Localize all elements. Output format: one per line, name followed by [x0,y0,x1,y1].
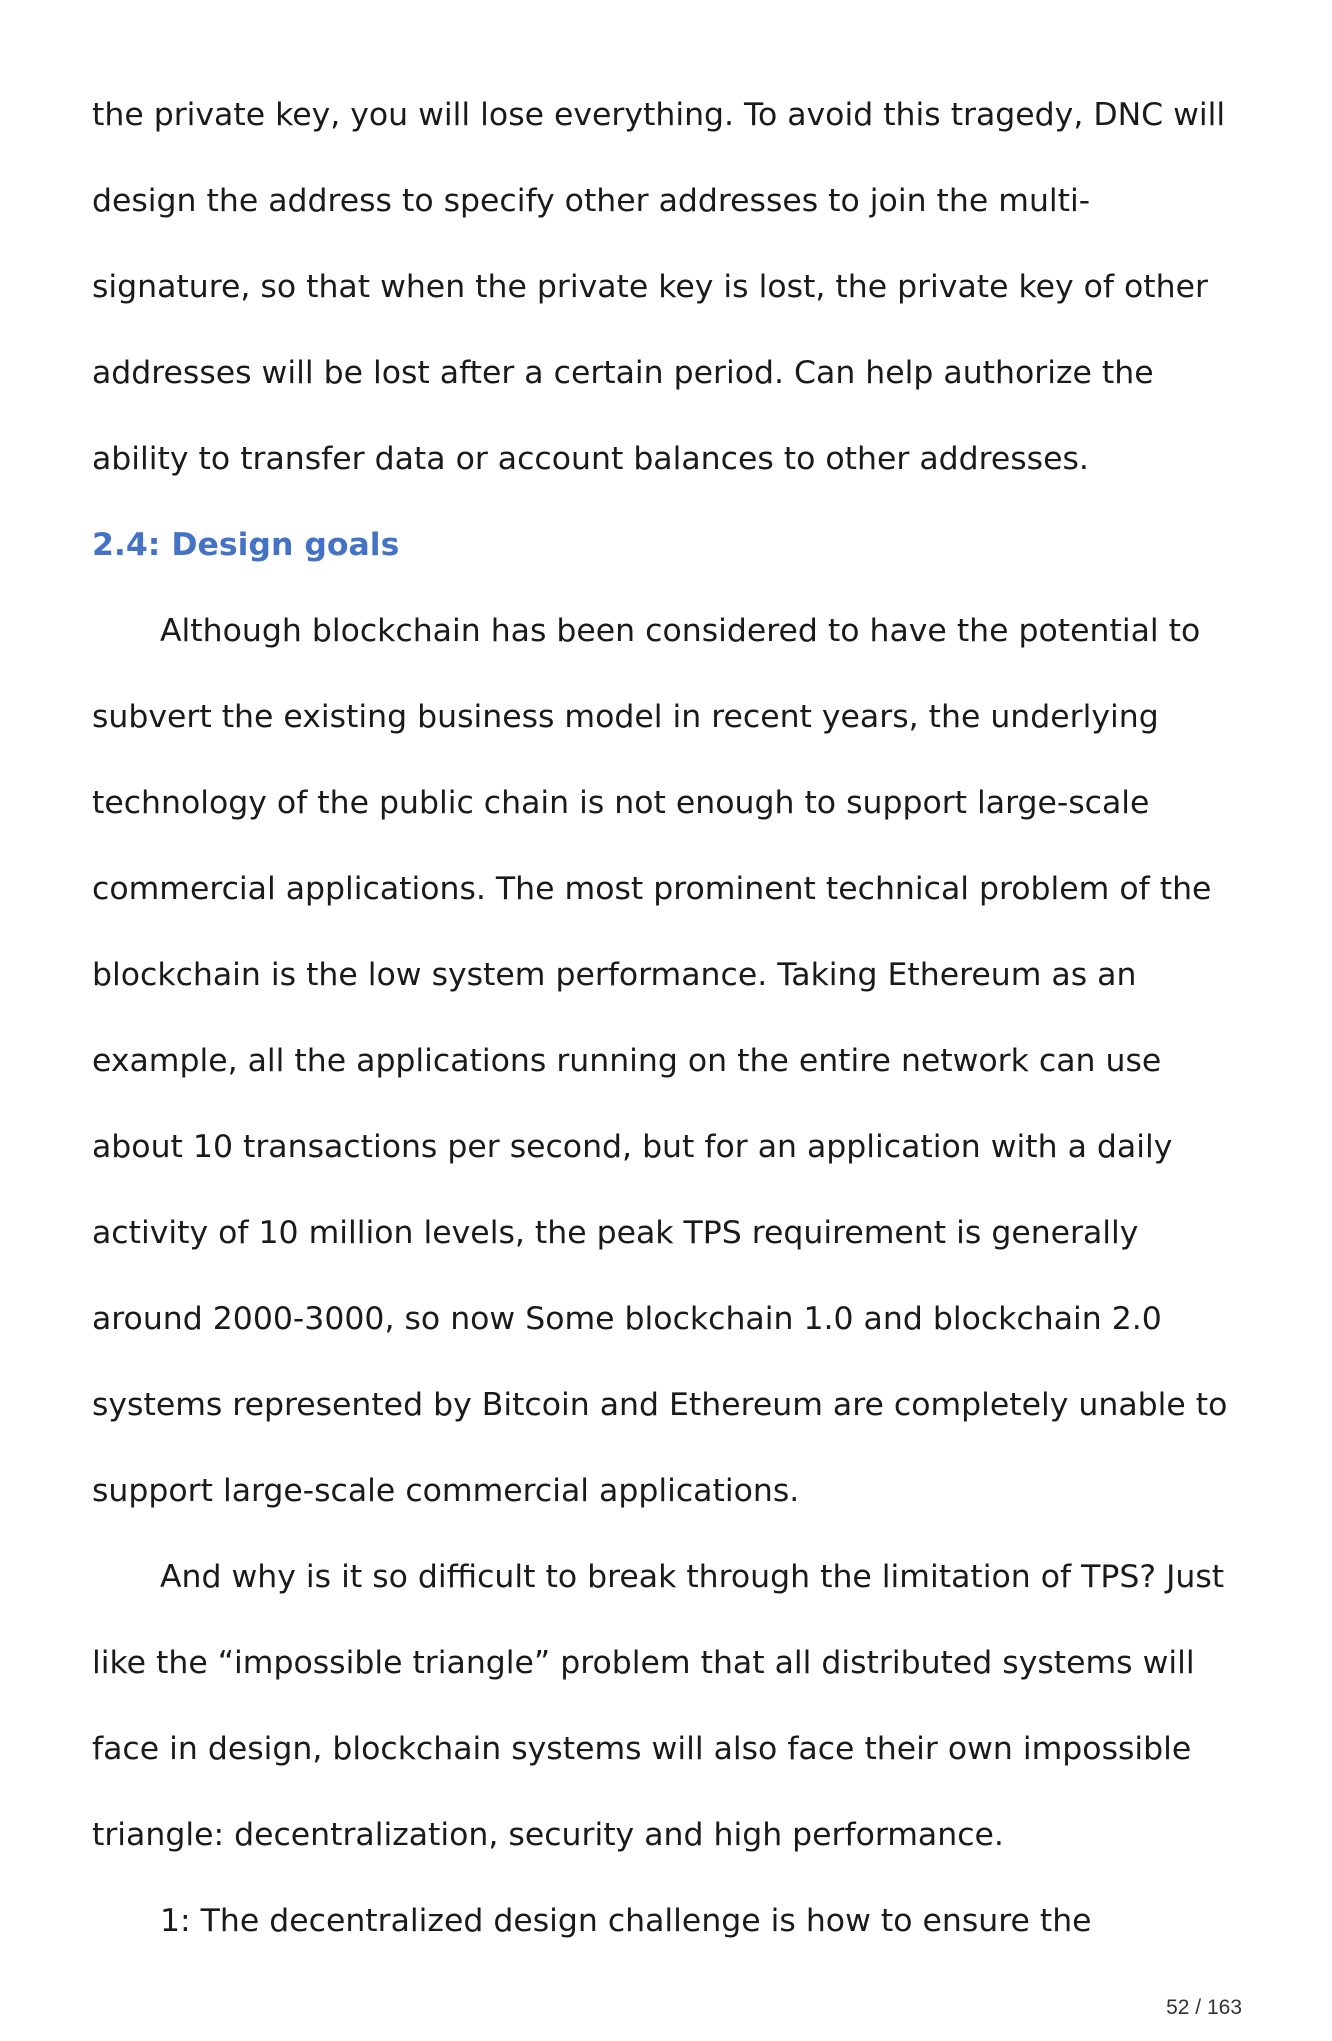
text-line: technology of the public chain is not en… [92,785,1150,821]
text-line: face in design, blockchain systems will … [92,1731,1192,1767]
text-line: addresses will be lost after a certain p… [92,355,1154,391]
text-line: commercial applications. The most promin… [92,871,1212,907]
text-line: triangle: decentralization, security and… [92,1817,1004,1853]
text-line: around 2000-3000, so now Some blockchain… [92,1301,1162,1337]
paragraph-blockchain-performance: Although blockchain has been considered … [92,588,1272,1534]
text-line: ability to transfer data or account bala… [92,441,1089,477]
page-number: 52 / 163 [1166,1996,1242,2019]
text-line: Although blockchain has been considered … [160,613,1201,649]
text-line: blockchain is the low system performance… [92,957,1137,993]
text-line: activity of 10 million levels, the peak … [92,1215,1139,1251]
text-line: the private key, you will lose everythin… [92,97,1226,133]
text-line: design the address to specify other addr… [92,183,1091,219]
text-line: systems represented by Bitcoin and Ether… [92,1387,1228,1423]
text-line: 1: The decentralized design challenge is… [160,1903,1092,1939]
text-line: And why is it so difficult to break thro… [160,1559,1225,1595]
text-line: example, all the applications running on… [92,1043,1162,1079]
text-line: about 10 transactions per second, but fo… [92,1129,1173,1165]
text-line: support large-scale commercial applicati… [92,1473,800,1509]
document-page: the private key, you will lose everythin… [92,72,1272,1964]
paragraph-decentralized-challenge: 1: The decentralized design challenge is… [92,1878,1272,1964]
text-line: signature, so that when the private key … [92,269,1208,305]
text-line: like the “impossible triangle” problem t… [92,1645,1195,1681]
section-heading: 2.4: Design goals [92,527,400,563]
text-line: subvert the existing business model in r… [92,699,1159,735]
paragraph-impossible-triangle: And why is it so difficult to break thro… [92,1534,1272,1878]
paragraph-private-key: the private key, you will lose everythin… [92,72,1272,502]
